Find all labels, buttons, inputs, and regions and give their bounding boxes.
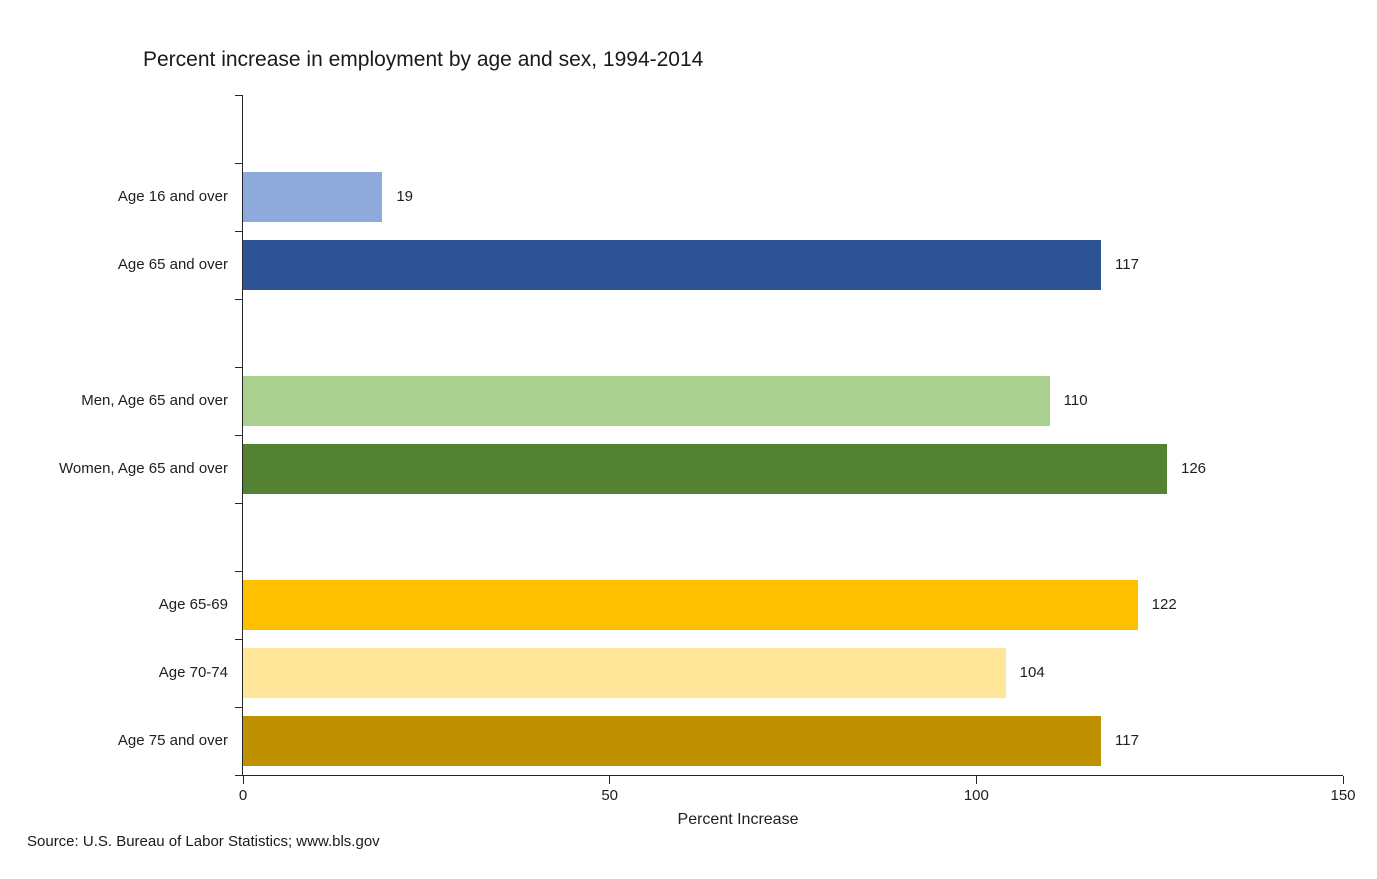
x-axis-tick-label: 0 [238, 787, 248, 804]
x-axis-title: Percent Increase [677, 811, 799, 828]
y-axis-tick [235, 298, 242, 300]
value-label: 126 [1181, 460, 1207, 477]
y-axis-tick [235, 230, 242, 232]
category-label: Age 75 and over [117, 732, 228, 749]
bar [243, 648, 1006, 698]
y-axis-tick [235, 638, 242, 640]
y-axis-tick [235, 366, 242, 368]
y-axis-tick [235, 434, 242, 436]
y-axis-tick [235, 162, 242, 164]
y-axis-tick [235, 570, 242, 572]
x-axis-tick-label: 100 [963, 787, 989, 804]
y-axis-tick [235, 502, 242, 504]
bar [243, 172, 383, 222]
x-axis-tick [975, 776, 977, 784]
bar [243, 240, 1101, 290]
bar [243, 580, 1138, 630]
x-axis-tick-label: 50 [601, 787, 618, 804]
y-axis-tick [235, 774, 242, 776]
value-label: 122 [1151, 596, 1177, 613]
category-label: Age 65-69 [158, 596, 228, 613]
value-label: 117 [1115, 256, 1139, 273]
bar [243, 716, 1101, 766]
category-label: Age 16 and over [117, 188, 228, 205]
category-label: Men, Age 65 and over [81, 392, 228, 409]
y-axis-tick [235, 706, 242, 708]
chart-title: Percent increase in employment by age an… [143, 48, 704, 71]
bar [243, 444, 1167, 494]
x-axis-tick [609, 776, 611, 784]
value-label: 117 [1115, 732, 1139, 749]
source-note: Source: U.S. Bureau of Labor Statistics;… [27, 833, 380, 850]
category-label: Women, Age 65 and over [59, 460, 228, 477]
value-label: 104 [1019, 664, 1045, 681]
x-axis-tick [1342, 776, 1344, 784]
bar [243, 376, 1050, 426]
value-label: 19 [396, 188, 414, 205]
x-axis-tick-label: 150 [1330, 787, 1356, 804]
value-label: 110 [1063, 392, 1088, 409]
x-axis-line [236, 775, 1343, 776]
x-axis-tick [242, 776, 244, 784]
category-label: Age 70-74 [158, 664, 228, 681]
y-axis-tick [235, 94, 242, 96]
category-label: Age 65 and over [117, 256, 228, 273]
y-axis-line [242, 95, 243, 776]
